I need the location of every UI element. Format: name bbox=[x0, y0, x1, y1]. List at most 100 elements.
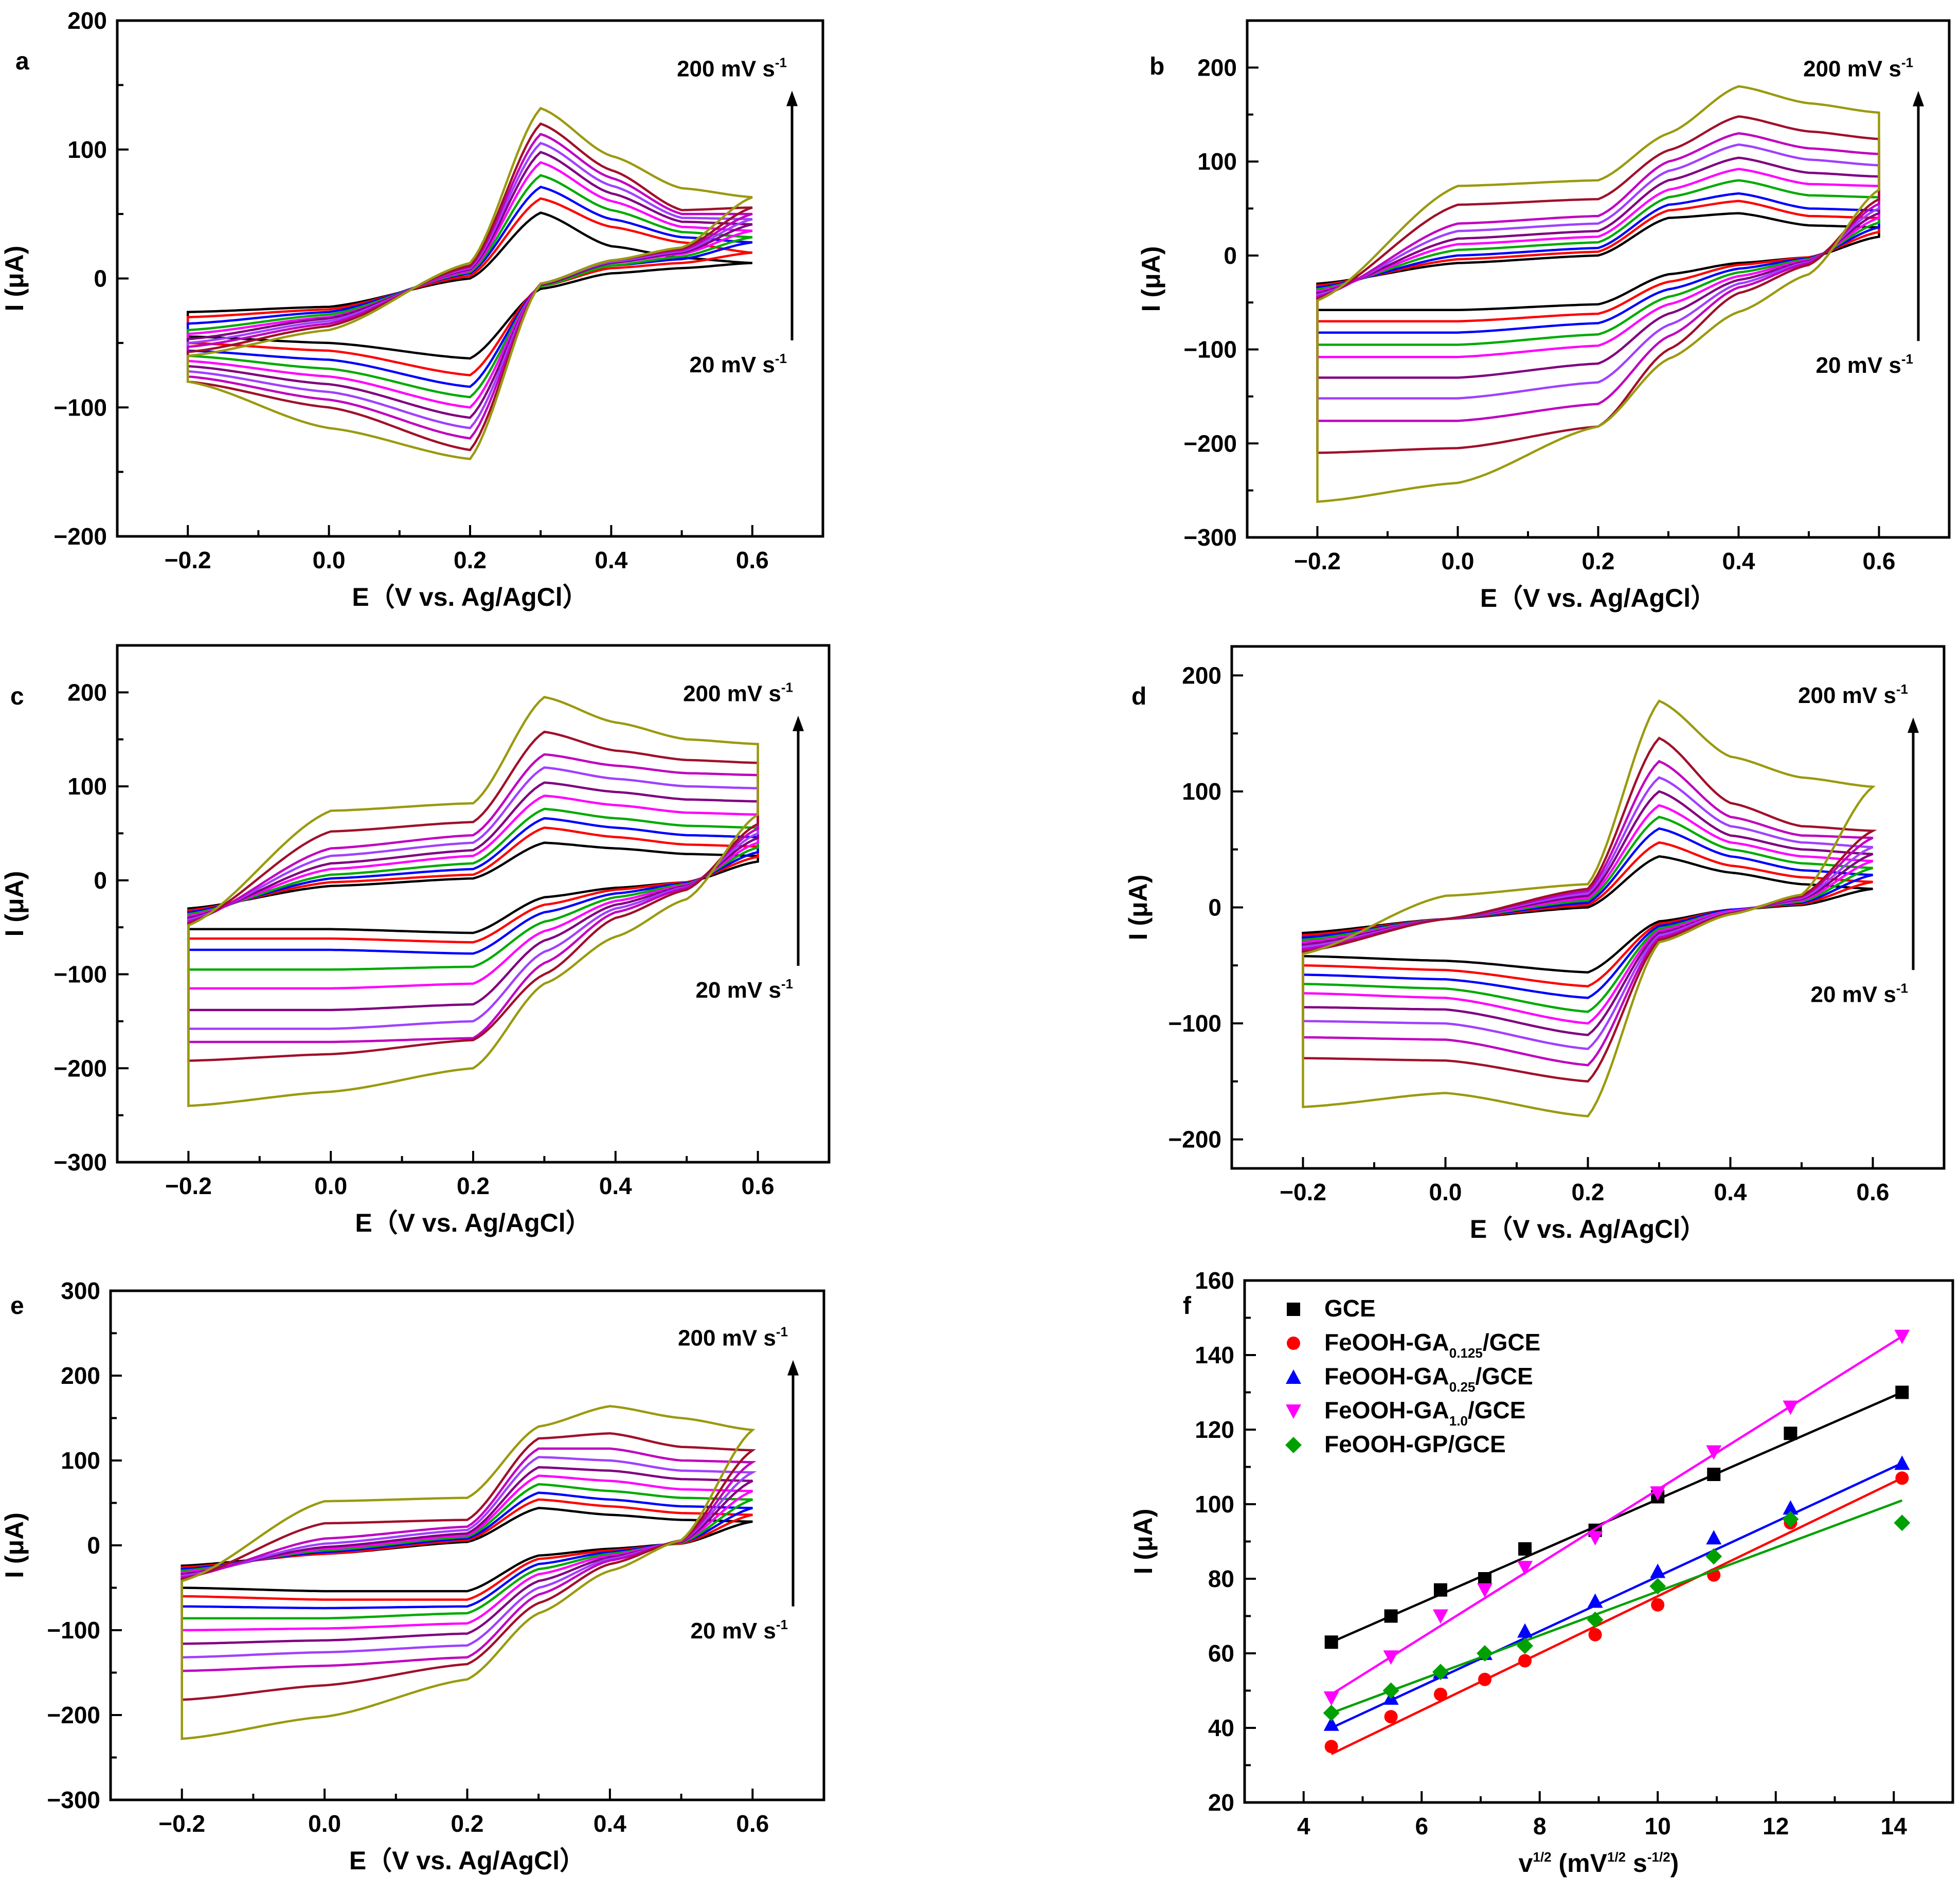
f-point-series5 bbox=[1649, 1578, 1666, 1595]
f-legend-label-sub: 1.0 bbox=[1449, 1413, 1468, 1429]
e-cv-curve-3 bbox=[181, 1491, 753, 1610]
c-cv-curve-3 bbox=[187, 817, 759, 955]
a-xtick-label: 0.4 bbox=[595, 547, 627, 573]
f-point-series1 bbox=[1478, 1572, 1492, 1585]
b-xtick-label: 0.6 bbox=[1863, 548, 1896, 574]
f-legend-marker-1 bbox=[1287, 1303, 1300, 1316]
f-point-series2 bbox=[1433, 1687, 1447, 1701]
b-cv-curve-2 bbox=[1316, 200, 1880, 322]
a-xtick-label: 0.0 bbox=[313, 547, 346, 573]
a-ytick-label: 200 bbox=[67, 7, 107, 34]
a-cv-curve-10 bbox=[186, 106, 753, 460]
d-cv-curve-9 bbox=[1302, 736, 1877, 1083]
c-annotation-bottom: 20 mV s-1 bbox=[696, 976, 793, 1003]
f-point-series5 bbox=[1477, 1645, 1494, 1662]
c-ytick-label: 0 bbox=[94, 867, 107, 894]
f-ytick-label: 20 bbox=[1208, 1789, 1234, 1816]
e-xtick-label: 0.6 bbox=[736, 1810, 769, 1837]
f-point-series4 bbox=[1383, 1650, 1399, 1665]
f-xtick-label: 14 bbox=[1881, 1813, 1908, 1839]
f-point-series3 bbox=[1650, 1563, 1666, 1578]
b-ytick-label: 0 bbox=[1224, 242, 1237, 269]
c-xtick-label: 0.2 bbox=[457, 1173, 490, 1199]
b-annotation-bottom-sup: -1 bbox=[1901, 351, 1913, 367]
a-xtick-label: 0.6 bbox=[736, 547, 769, 573]
f-point-series4 bbox=[1650, 1486, 1666, 1501]
f-legend-label-main: FeOOH-GP/GCE bbox=[1324, 1431, 1506, 1457]
b-ytick-label: 200 bbox=[1197, 54, 1237, 81]
e-annotation-top-sup: -1 bbox=[776, 1324, 788, 1340]
a-cv-curve-2 bbox=[186, 197, 752, 376]
d-cv-curve-5 bbox=[1302, 804, 1874, 1025]
f-point-series2 bbox=[1478, 1672, 1492, 1686]
f-ytick-label: 60 bbox=[1208, 1640, 1234, 1667]
e-axes-frame bbox=[109, 1289, 825, 1801]
f-point-series3 bbox=[1894, 1455, 1910, 1470]
e-ytick-label: 100 bbox=[61, 1447, 100, 1474]
b-cv-curve-7 bbox=[1316, 143, 1880, 400]
d-cv-curve-1 bbox=[1302, 855, 1873, 974]
c-cv-curve-5 bbox=[187, 795, 759, 990]
f-legend-marker-4 bbox=[1286, 1404, 1301, 1419]
a-annotation-top-text: 200 mV s bbox=[677, 56, 775, 81]
b-ytick-label: −300 bbox=[1183, 524, 1237, 551]
d-cv-curve-10 bbox=[1302, 699, 1876, 1117]
f-xtick-label: 4 bbox=[1297, 1813, 1310, 1839]
c-xtick-label: 0.4 bbox=[599, 1173, 632, 1199]
f-point-series4 bbox=[1587, 1531, 1603, 1546]
a-cv-curve-6 bbox=[186, 151, 753, 419]
f-ytick-label: 160 bbox=[1195, 1267, 1234, 1294]
panel-b: −0.2 0.0 0.2 0.4 0.6 −300 −200 −100 0 100 200 I (μA… bbox=[1137, 19, 1951, 612]
d-annotation-top-text: 200 mV s bbox=[1798, 683, 1896, 708]
f-point-series5 bbox=[1323, 1705, 1340, 1721]
d-xtick-label: 0.0 bbox=[1429, 1179, 1462, 1205]
e-ytick-label: 300 bbox=[61, 1277, 100, 1304]
f-point-series5 bbox=[1432, 1664, 1449, 1681]
c-cv-curve-2 bbox=[187, 826, 759, 944]
b-cv-curve-6 bbox=[1316, 156, 1880, 379]
f-legend-label-sub: 0.125 bbox=[1449, 1345, 1483, 1361]
b-xtick-label: −0.2 bbox=[1294, 548, 1341, 574]
e-annotation-bottom-sup: -1 bbox=[776, 1617, 788, 1632]
f-legend-label-main: GCE bbox=[1324, 1295, 1376, 1322]
a-cv-curve-5 bbox=[186, 161, 753, 409]
f-point-series3 bbox=[1706, 1530, 1722, 1545]
f-legend-label-tail: /GCE bbox=[1475, 1363, 1533, 1390]
d-panel-letter: d bbox=[1131, 683, 1146, 710]
f-xtick-label: 8 bbox=[1533, 1813, 1547, 1839]
f-ytick-label: 100 bbox=[1195, 1491, 1234, 1518]
e-xlabel: E（V vs. Ag/AgCl） bbox=[349, 1846, 585, 1875]
e-cv-curve-7 bbox=[181, 1456, 757, 1659]
e-ytick-label: −200 bbox=[47, 1702, 100, 1728]
f-point-series4 bbox=[1517, 1561, 1533, 1576]
f-legend-label-tail: /GCE bbox=[1483, 1329, 1540, 1356]
c-cv-curve-7 bbox=[187, 766, 759, 1030]
f-point-series2 bbox=[1588, 1628, 1602, 1642]
e-cv-curve-10 bbox=[181, 1405, 756, 1740]
e-panel-letter: e bbox=[10, 1292, 24, 1320]
c-cv-curve-6 bbox=[187, 781, 759, 1012]
f-xlabel-part: 1/2 bbox=[1607, 1849, 1626, 1865]
a-xlabel: E（V vs. Ag/AgCl） bbox=[352, 583, 588, 611]
c-annotation-bottom-text: 20 mV s bbox=[696, 978, 781, 1003]
a-annotation-bottom-sup: -1 bbox=[775, 351, 787, 366]
f-xtick-label: 6 bbox=[1415, 1813, 1428, 1839]
d-annotation-bottom-sup: -1 bbox=[1896, 980, 1908, 996]
f-xtick-label: 10 bbox=[1645, 1813, 1671, 1839]
d-annotation-bottom: 20 mV s-1 bbox=[1811, 980, 1908, 1007]
d-cv-curve-2 bbox=[1302, 841, 1873, 988]
e-cv-curve-4 bbox=[181, 1483, 753, 1620]
e-ytick-label: −100 bbox=[47, 1617, 100, 1644]
b-cv-curve-8 bbox=[1316, 132, 1880, 422]
b-annotation-top: 200 mV s-1 bbox=[1803, 55, 1913, 82]
f-xtick-label: 12 bbox=[1763, 1813, 1789, 1839]
e-annotation-bottom-text: 20 mV s bbox=[691, 1618, 776, 1644]
c-cv-curve-4 bbox=[187, 807, 759, 971]
f-xlabel-part: 1/2 bbox=[1533, 1849, 1551, 1865]
c-panel-letter: c bbox=[10, 683, 24, 710]
c-cv-curve-9 bbox=[187, 730, 759, 1062]
f-fit-line-3 bbox=[1330, 1462, 1903, 1729]
f-legend-marker-5 bbox=[1285, 1437, 1302, 1453]
e-annotation-top-text: 200 mV s bbox=[678, 1326, 776, 1351]
